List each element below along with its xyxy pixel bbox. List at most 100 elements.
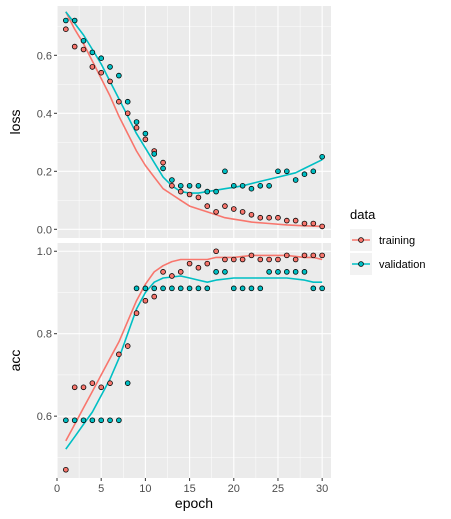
validation-point — [248, 185, 255, 192]
validation-point — [230, 285, 237, 292]
training-point — [160, 159, 166, 166]
training-point — [239, 209, 246, 215]
validation-point — [98, 417, 104, 424]
validation-point — [292, 177, 299, 183]
training-point — [71, 384, 78, 391]
training-point — [142, 297, 149, 304]
validation-point — [133, 119, 140, 125]
validation-point — [107, 417, 113, 424]
validation-point — [124, 98, 131, 105]
training-point — [204, 203, 211, 209]
legend: data training validation — [350, 207, 425, 275]
validation-point — [107, 64, 113, 70]
training-point — [310, 220, 317, 227]
training-point — [266, 214, 272, 221]
training-point — [89, 64, 96, 70]
x-tick-label: 25 — [272, 483, 284, 495]
training-point — [195, 194, 202, 201]
training-point — [160, 269, 166, 275]
y-tick-label: 0.8 — [37, 329, 52, 341]
acc-panel-background — [57, 243, 331, 478]
validation-point — [248, 285, 255, 292]
training-point — [151, 293, 158, 300]
training-point — [195, 264, 202, 271]
validation-point — [204, 285, 211, 292]
training-point — [292, 217, 299, 224]
training-point — [204, 260, 211, 267]
validation-point — [177, 285, 184, 292]
validation-point — [116, 417, 122, 424]
training-point — [257, 256, 264, 263]
validation-point — [142, 285, 149, 292]
training-point — [133, 310, 140, 316]
training-point — [310, 252, 317, 259]
validation-point — [275, 168, 281, 175]
validation-point — [71, 17, 78, 24]
validation-point — [116, 72, 122, 79]
training-point — [124, 110, 131, 117]
validation-point — [204, 188, 211, 195]
y-tick-label: 0.0 — [37, 224, 52, 236]
validation-point — [284, 168, 290, 175]
validation-point — [195, 285, 202, 292]
training-point — [301, 252, 308, 259]
x-axis-label: epoch — [175, 495, 213, 511]
loss-panel: 0.0 0.2 0.4 0.6 loss — [7, 6, 331, 238]
validation-point — [266, 269, 272, 275]
training-point — [257, 214, 264, 221]
validation-point — [301, 269, 308, 275]
training-smooth-line — [65, 11, 323, 228]
validation-point — [319, 154, 325, 160]
acc-y-ticks: 0.6 0.8 1.0 — [37, 246, 57, 423]
validation-point — [133, 285, 140, 292]
validation-point — [230, 183, 237, 189]
y-tick-label: 1.0 — [37, 246, 52, 258]
validation-point — [257, 285, 264, 292]
validation-point — [213, 188, 219, 195]
validation-point — [284, 269, 290, 275]
validation-point — [63, 17, 69, 24]
validation-point — [124, 380, 131, 386]
training-point — [222, 256, 228, 263]
loss-panel-background — [57, 6, 331, 238]
training-point — [177, 269, 184, 275]
training-point — [89, 380, 96, 386]
x-tick-label: 10 — [139, 483, 151, 495]
training-point — [107, 380, 113, 386]
validation-point — [71, 417, 78, 424]
training-point — [186, 191, 193, 198]
training-point — [319, 223, 325, 230]
validation-point — [186, 183, 193, 189]
validation-point — [80, 37, 87, 44]
x-tick-label: 30 — [316, 483, 328, 495]
validation-point — [63, 417, 69, 424]
training-point — [213, 209, 219, 215]
training-point — [116, 351, 122, 358]
x-ticks: 0 5 10 15 20 25 30 — [54, 478, 328, 495]
legend-title: data — [350, 207, 376, 222]
x-tick-label: 0 — [54, 483, 60, 495]
training-point — [222, 203, 228, 209]
y-tick-label: 0.4 — [37, 108, 52, 120]
y-tick-label: 0.6 — [37, 50, 52, 62]
validation-point — [310, 285, 317, 292]
validation-point — [142, 130, 149, 137]
validation-point — [275, 269, 281, 275]
training-point — [63, 26, 69, 33]
legend-key-point — [358, 261, 364, 267]
training-point — [98, 69, 104, 76]
acc-y-axis-label: acc — [7, 350, 23, 372]
training-point — [177, 188, 184, 195]
validation-point — [301, 171, 308, 178]
training-point — [186, 260, 193, 267]
training-point — [275, 214, 281, 221]
training-point — [213, 248, 219, 255]
validation-point — [98, 55, 104, 61]
validation-point — [292, 269, 299, 275]
training-point — [284, 217, 290, 224]
training-point — [169, 183, 175, 189]
x-tick-label: 20 — [228, 483, 240, 495]
validation-point — [160, 165, 166, 172]
training-point — [124, 343, 131, 349]
